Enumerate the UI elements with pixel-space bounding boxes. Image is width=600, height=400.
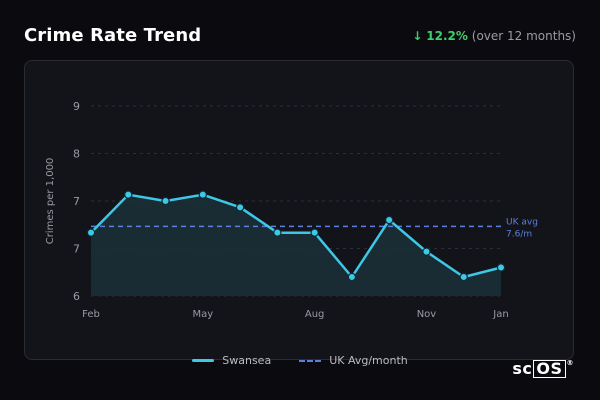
data-point-sep[interactable]: [347, 272, 357, 282]
reference-label-name: UK avg: [506, 217, 538, 227]
y-tick-labels: 6 7 7 8 9: [73, 100, 80, 303]
data-point-jan[interactable]: [496, 263, 506, 272]
x-tick-label: Feb: [82, 309, 100, 320]
legend-label-swansea: Swansea: [222, 354, 272, 367]
logo-prefix: sc: [512, 359, 533, 378]
data-point-feb[interactable]: [86, 228, 96, 237]
x-tick-label: May: [192, 309, 213, 320]
scos-logo: sc OS ®: [512, 359, 574, 378]
x-tick-label: Jan: [492, 309, 508, 320]
data-point-mar[interactable]: [124, 190, 133, 199]
x-tick-label: Nov: [417, 309, 437, 320]
change-value: 12.2%: [426, 29, 468, 43]
x-tick-label: Aug: [305, 309, 325, 320]
legend-item-swansea[interactable]: Swansea: [192, 354, 271, 367]
legend: Swansea UK Avg/month: [0, 354, 600, 367]
change-summary: ↓ 12.2% (over 12 months): [412, 29, 576, 43]
data-point-may[interactable]: [198, 190, 208, 199]
down-arrow-icon: ↓: [412, 29, 423, 43]
legend-item-uk-avg[interactable]: UK Avg/month: [299, 354, 408, 367]
data-point-oct[interactable]: [384, 215, 394, 225]
series-points: [86, 190, 506, 282]
change-note: (over 12 months): [471, 29, 576, 43]
y-tick-label: 7: [73, 195, 80, 208]
data-point-jul[interactable]: [273, 228, 282, 237]
data-point-nov[interactable]: [422, 247, 431, 256]
data-point-jun[interactable]: [235, 203, 245, 212]
legend-label-uk-avg: UK Avg/month: [329, 354, 408, 367]
y-axis-label: Crimes per 1,000: [45, 158, 56, 245]
series-area-fill: [91, 194, 501, 296]
legend-swatch-solid: [192, 359, 215, 362]
y-tick-label: 9: [73, 100, 80, 113]
data-point-apr[interactable]: [161, 196, 170, 206]
data-point-aug[interactable]: [310, 228, 319, 237]
y-tick-label: 7: [73, 243, 80, 256]
logo-boxed: OS: [533, 360, 566, 378]
reference-label-value: 7.6/m: [506, 229, 532, 239]
chart-title: Crime Rate Trend: [24, 25, 202, 46]
logo-registered-mark: ®: [566, 359, 574, 367]
y-tick-label: 6: [73, 290, 80, 303]
legend-swatch-dashed: [299, 359, 322, 362]
series-line: [90, 193, 502, 279]
y-tick-label: 8: [73, 148, 80, 161]
x-tick-labels: Feb May Aug Nov Jan: [82, 309, 509, 320]
data-point-dec[interactable]: [459, 272, 468, 282]
